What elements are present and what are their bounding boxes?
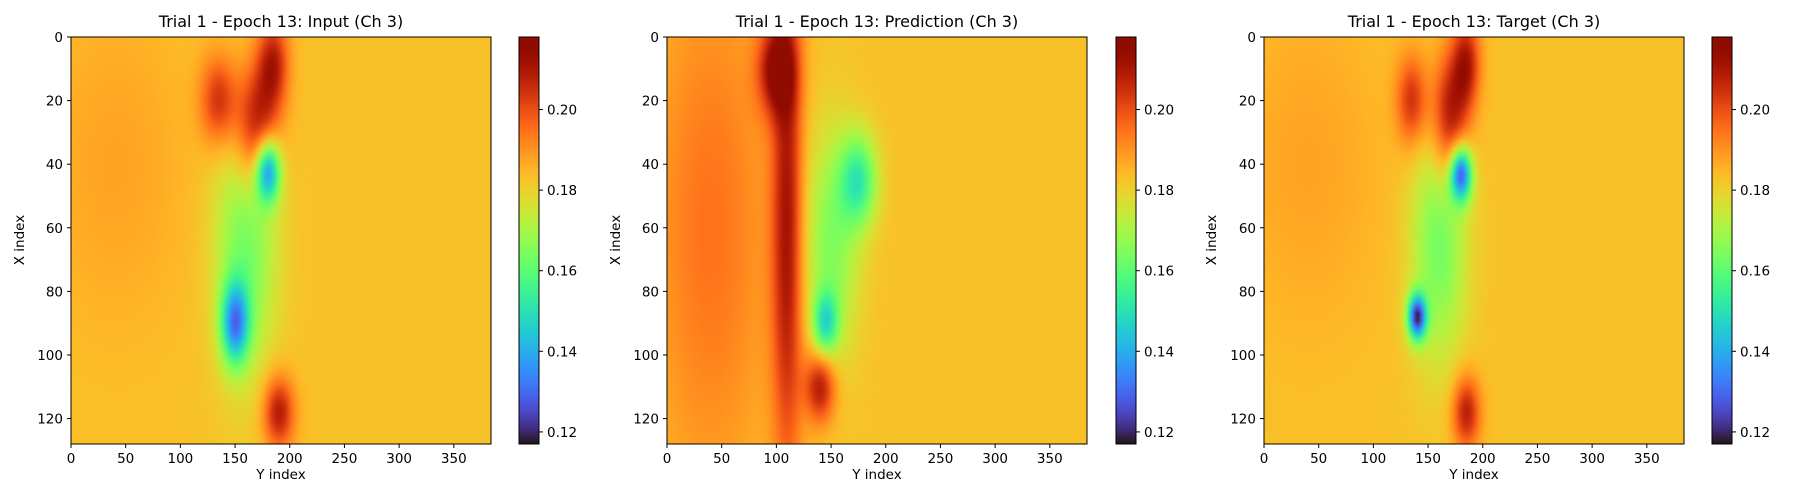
x-tick-label: 300 bbox=[386, 451, 412, 467]
x-tick-label: 0 bbox=[67, 451, 76, 467]
plot-frame bbox=[666, 36, 1088, 445]
panel-target: Trial 1 - Epoch 13: Target (Ch 3) 0 50 100… bbox=[1204, 12, 1770, 483]
panel-title: Trial 1 - Epoch 13: Target (Ch 3) bbox=[1347, 12, 1600, 31]
y-tick-label: 60 bbox=[1239, 221, 1256, 237]
y-tick-label: 40 bbox=[1239, 157, 1256, 173]
y-tick-label: 80 bbox=[46, 284, 63, 300]
y-tick-label: 80 bbox=[642, 284, 659, 300]
y-tick-label: 100 bbox=[37, 348, 63, 364]
x-tick-label: 50 bbox=[713, 451, 730, 467]
x-tick-label: 350 bbox=[441, 451, 467, 467]
y-tick-label: 0 bbox=[54, 30, 63, 46]
colorbar-tick-label: 0.16 bbox=[547, 264, 577, 280]
x-tick-label: 100 bbox=[167, 451, 193, 467]
x-axis-label: Y index bbox=[255, 467, 305, 483]
x-ticks: 0 50 100 150 200 250 300 350 bbox=[67, 444, 467, 467]
colorbar-gradient bbox=[519, 37, 539, 444]
x-tick-label: 250 bbox=[332, 451, 358, 467]
colorbar-gradient bbox=[1116, 37, 1136, 444]
y-axis-label: X index bbox=[608, 215, 624, 265]
panel-title: Trial 1 - Epoch 13: Input (Ch 3) bbox=[158, 12, 403, 31]
y-tick-label: 120 bbox=[37, 412, 63, 428]
x-tick-label: 0 bbox=[663, 451, 672, 467]
plot-frame bbox=[70, 36, 492, 445]
heatmap-image bbox=[71, 37, 491, 444]
colorbar-tick-label: 0.16 bbox=[1740, 264, 1770, 280]
x-ticks: 0 50 100 150 200 250 300 350 bbox=[1260, 444, 1660, 467]
y-tick-label: 120 bbox=[1230, 412, 1256, 428]
y-axis-label: X index bbox=[12, 215, 28, 265]
colorbar-tick-label: 0.14 bbox=[1144, 344, 1174, 360]
colorbar-tick-label: 0.20 bbox=[547, 103, 577, 119]
x-ticks: 0 50 100 150 200 250 300 350 bbox=[663, 444, 1063, 467]
y-ticks: 0 20 40 60 80 100 120 bbox=[633, 30, 667, 428]
colorbar-tick-label: 0.14 bbox=[1740, 344, 1770, 360]
colorbar-ticks: 0.12 0.14 0.16 0.18 0.20 bbox=[1136, 103, 1174, 441]
y-tick-label: 40 bbox=[642, 157, 659, 173]
y-tick-label: 40 bbox=[46, 157, 63, 173]
y-tick-label: 100 bbox=[1230, 348, 1256, 364]
colorbar-ticks: 0.12 0.14 0.16 0.18 0.20 bbox=[539, 103, 577, 441]
y-tick-label: 0 bbox=[1247, 30, 1256, 46]
x-tick-label: 300 bbox=[982, 451, 1008, 467]
colorbar-frame bbox=[1115, 36, 1137, 445]
x-tick-label: 250 bbox=[928, 451, 954, 467]
colorbar-tick-label: 0.20 bbox=[1740, 103, 1770, 119]
colorbar-frame bbox=[518, 36, 540, 445]
y-tick-label: 0 bbox=[650, 30, 659, 46]
x-axis-label: Y index bbox=[851, 467, 901, 483]
panel-title: Trial 1 - Epoch 13: Prediction (Ch 3) bbox=[735, 12, 1018, 31]
x-tick-label: 150 bbox=[818, 451, 844, 467]
panel-input: Trial 1 - Epoch 13: Input (Ch 3) 0 50 100 1… bbox=[12, 12, 577, 483]
x-tick-label: 150 bbox=[1415, 451, 1441, 467]
y-tick-label: 60 bbox=[46, 221, 63, 237]
plot-frame bbox=[1263, 36, 1685, 445]
x-tick-label: 100 bbox=[763, 451, 789, 467]
colorbar-gradient bbox=[1712, 37, 1732, 444]
x-tick-label: 100 bbox=[1360, 451, 1386, 467]
colorbar-tick-label: 0.18 bbox=[547, 183, 577, 199]
y-axis-label: X index bbox=[1204, 215, 1220, 265]
x-tick-label: 350 bbox=[1037, 451, 1063, 467]
y-tick-label: 20 bbox=[642, 94, 659, 110]
x-axis-label: Y index bbox=[1448, 467, 1498, 483]
colorbar-tick-label: 0.18 bbox=[1740, 183, 1770, 199]
y-tick-label: 20 bbox=[46, 94, 63, 110]
colorbar-tick-label: 0.18 bbox=[1144, 183, 1174, 199]
x-tick-label: 150 bbox=[222, 451, 248, 467]
y-tick-label: 120 bbox=[633, 412, 659, 428]
y-tick-label: 80 bbox=[1239, 284, 1256, 300]
x-tick-label: 0 bbox=[1260, 451, 1269, 467]
x-tick-label: 200 bbox=[1470, 451, 1496, 467]
panel-prediction: Trial 1 - Epoch 13: Prediction (Ch 3) 0 5… bbox=[608, 12, 1174, 483]
colorbar-tick-label: 0.12 bbox=[1144, 425, 1174, 441]
colorbar-tick-label: 0.14 bbox=[547, 344, 577, 360]
colorbar-tick-label: 0.12 bbox=[1740, 425, 1770, 441]
x-tick-label: 250 bbox=[1525, 451, 1551, 467]
y-ticks: 0 20 40 60 80 100 120 bbox=[37, 30, 71, 428]
x-tick-label: 50 bbox=[1310, 451, 1327, 467]
colorbar-ticks: 0.12 0.14 0.16 0.18 0.20 bbox=[1732, 103, 1770, 441]
colorbar-tick-label: 0.20 bbox=[1144, 103, 1174, 119]
y-tick-label: 20 bbox=[1239, 94, 1256, 110]
heatmap-image bbox=[667, 37, 1087, 444]
x-tick-label: 200 bbox=[277, 451, 303, 467]
y-tick-label: 100 bbox=[633, 348, 659, 364]
colorbar-tick-label: 0.12 bbox=[547, 425, 577, 441]
x-tick-label: 200 bbox=[873, 451, 899, 467]
heatmap-image bbox=[1264, 37, 1684, 444]
y-tick-label: 60 bbox=[642, 221, 659, 237]
x-tick-label: 350 bbox=[1634, 451, 1660, 467]
y-ticks: 0 20 40 60 80 100 120 bbox=[1230, 30, 1264, 428]
colorbar-frame bbox=[1711, 36, 1733, 445]
colorbar-tick-label: 0.16 bbox=[1144, 264, 1174, 280]
x-tick-label: 50 bbox=[117, 451, 134, 467]
x-tick-label: 300 bbox=[1579, 451, 1605, 467]
